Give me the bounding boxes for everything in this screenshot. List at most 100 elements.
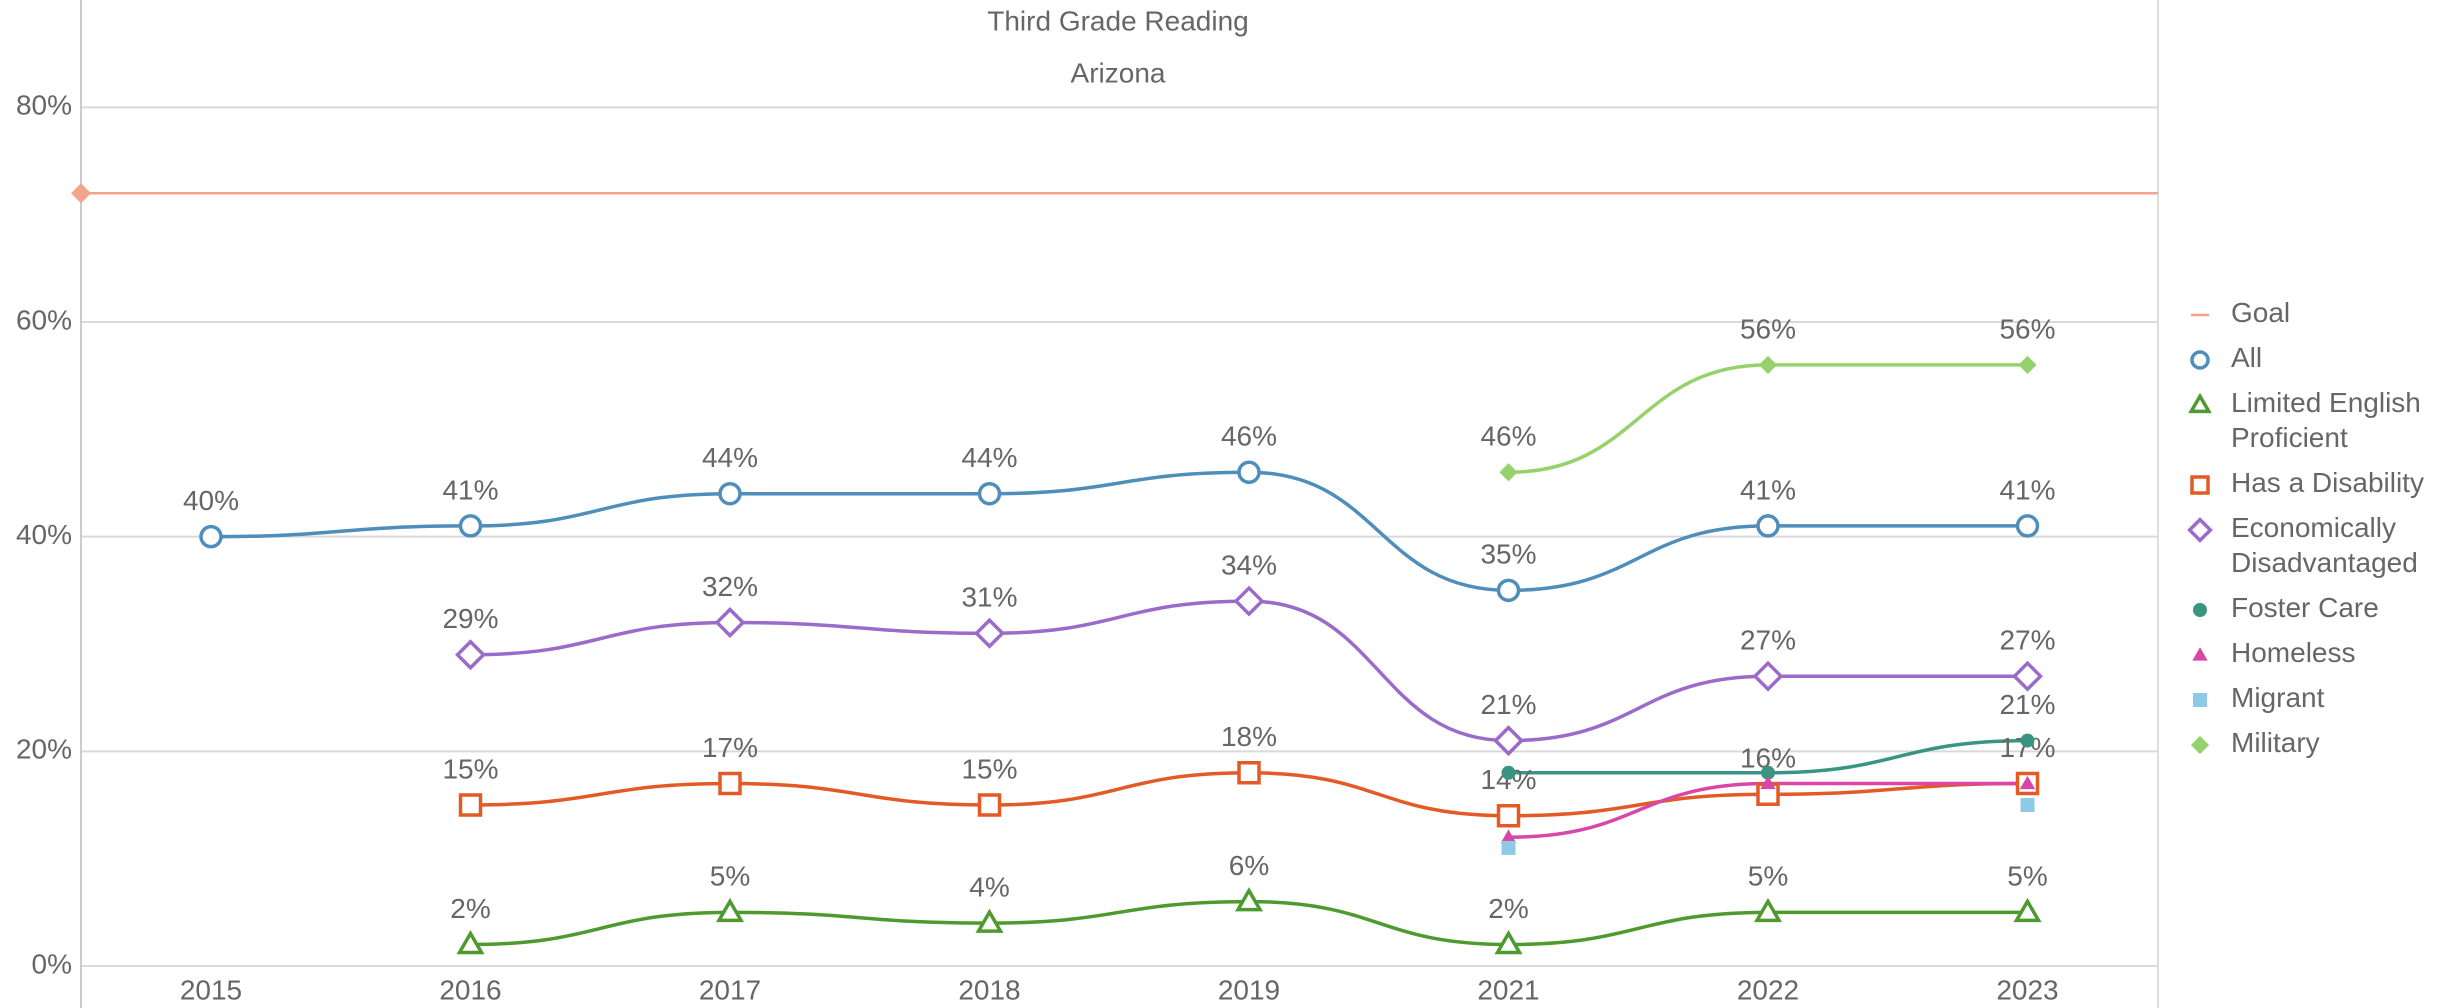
legend-label: Economically Disadvantaged <box>2231 512 2418 578</box>
legend-label: Migrant <box>2231 682 2325 713</box>
x-tick-label: 2017 <box>699 974 761 1005</box>
legend-marker <box>2193 693 2207 707</box>
point-marker <box>1752 660 1784 692</box>
point-marker <box>458 793 483 817</box>
x-tick-label: 2016 <box>439 974 501 1005</box>
data-label: 29% <box>442 603 498 634</box>
point-marker <box>1234 887 1264 912</box>
point-marker <box>2012 660 2043 692</box>
point-marker <box>1760 775 1776 790</box>
point-marker <box>1494 930 1523 955</box>
legend-marker <box>2188 392 2212 414</box>
series-line <box>1508 363 2028 475</box>
goal-marker <box>71 183 91 204</box>
legend-marker <box>2187 517 2213 543</box>
legend-label: All <box>2231 342 2262 373</box>
point-marker <box>2015 514 2040 538</box>
y-tick-label: 80% <box>16 90 72 121</box>
legend-marker <box>2190 350 2210 370</box>
point-marker <box>1758 355 1778 375</box>
point-marker <box>718 481 742 506</box>
data-label: 41% <box>442 474 498 505</box>
legend-label: Has a Disability <box>2231 467 2424 498</box>
legend-marker <box>2193 603 2207 617</box>
x-tick-label: 2022 <box>1737 974 1799 1005</box>
x-tick-label: 2019 <box>1218 974 1280 1005</box>
x-tick-label: 2021 <box>1477 974 1539 1005</box>
data-label: 35% <box>1480 539 1536 570</box>
data-label: 46% <box>1480 421 1536 452</box>
point-marker <box>1756 514 1780 538</box>
point-marker <box>977 793 1002 817</box>
data-label: 15% <box>961 753 1017 784</box>
legend-label: Military <box>2231 727 2320 758</box>
point-marker <box>458 514 483 538</box>
point-marker <box>2019 775 2036 790</box>
point-marker <box>1496 578 1521 603</box>
data-label: 31% <box>961 582 1017 613</box>
y-tick-label: 60% <box>16 304 72 335</box>
point-marker <box>1493 725 1524 757</box>
point-marker <box>715 897 745 923</box>
point-marker <box>974 617 1005 649</box>
legend-label: Homeless <box>2231 637 2355 668</box>
chart-subtitle: Arizona <box>1071 57 1166 88</box>
data-label: 27% <box>1999 625 2055 656</box>
data-label: 44% <box>961 442 1017 473</box>
series-line <box>470 599 2028 743</box>
y-tick-label: 20% <box>16 734 72 765</box>
chart-title: Third Grade Reading <box>987 5 1248 36</box>
data-label: 5% <box>2007 861 2047 892</box>
point-marker <box>456 930 485 955</box>
point-marker <box>977 481 1002 506</box>
data-label: 15% <box>442 753 498 784</box>
legend-label: Goal <box>2231 297 2290 328</box>
x-tick-label: 2015 <box>180 974 242 1005</box>
data-label: 41% <box>1740 474 1796 505</box>
legend-marker <box>2190 735 2210 755</box>
point-marker <box>1237 460 1261 485</box>
data-label: 56% <box>1999 313 2055 344</box>
point-marker <box>2020 798 2035 812</box>
data-label: 5% <box>710 861 750 892</box>
x-tick-label: 2023 <box>1996 974 2058 1005</box>
data-label: 46% <box>1221 421 1277 452</box>
point-marker <box>718 771 742 796</box>
data-label: 17% <box>702 732 758 763</box>
data-label: 6% <box>1229 850 1269 881</box>
point-marker <box>1501 840 1516 855</box>
legend-label: Foster Care <box>2231 592 2379 623</box>
point-marker <box>1500 829 1517 843</box>
point-marker <box>1753 897 1783 923</box>
point-marker <box>975 908 1004 933</box>
data-label: 56% <box>1740 313 1796 344</box>
point-marker <box>1233 585 1265 617</box>
data-label: 2% <box>1488 893 1528 924</box>
data-label: 34% <box>1221 549 1277 580</box>
point-marker <box>2018 355 2037 375</box>
data-label: 4% <box>969 871 1009 902</box>
series-line <box>210 470 2028 593</box>
y-tick-label: 40% <box>16 519 72 550</box>
point-marker <box>1499 463 1518 482</box>
point-marker <box>2013 897 2042 923</box>
point-marker <box>1237 761 1261 785</box>
point-marker <box>1761 765 1775 780</box>
x-tick-label: 2018 <box>958 974 1020 1005</box>
data-label: 27% <box>1740 625 1796 656</box>
y-tick-label: 0% <box>32 948 72 979</box>
legend-marker <box>2192 647 2208 661</box>
point-marker <box>455 639 486 671</box>
data-label: 44% <box>702 442 758 473</box>
point-marker <box>199 524 223 549</box>
legend-marker <box>2190 475 2210 495</box>
point-marker <box>714 607 746 639</box>
data-label: 2% <box>450 893 490 924</box>
point-marker <box>1501 765 1516 780</box>
data-label: 21% <box>1480 689 1536 720</box>
data-label: 5% <box>1748 861 1788 892</box>
point-marker <box>2020 733 2035 748</box>
data-label: 32% <box>702 571 758 602</box>
legend-label: Limited English Proficient <box>2231 387 2429 453</box>
